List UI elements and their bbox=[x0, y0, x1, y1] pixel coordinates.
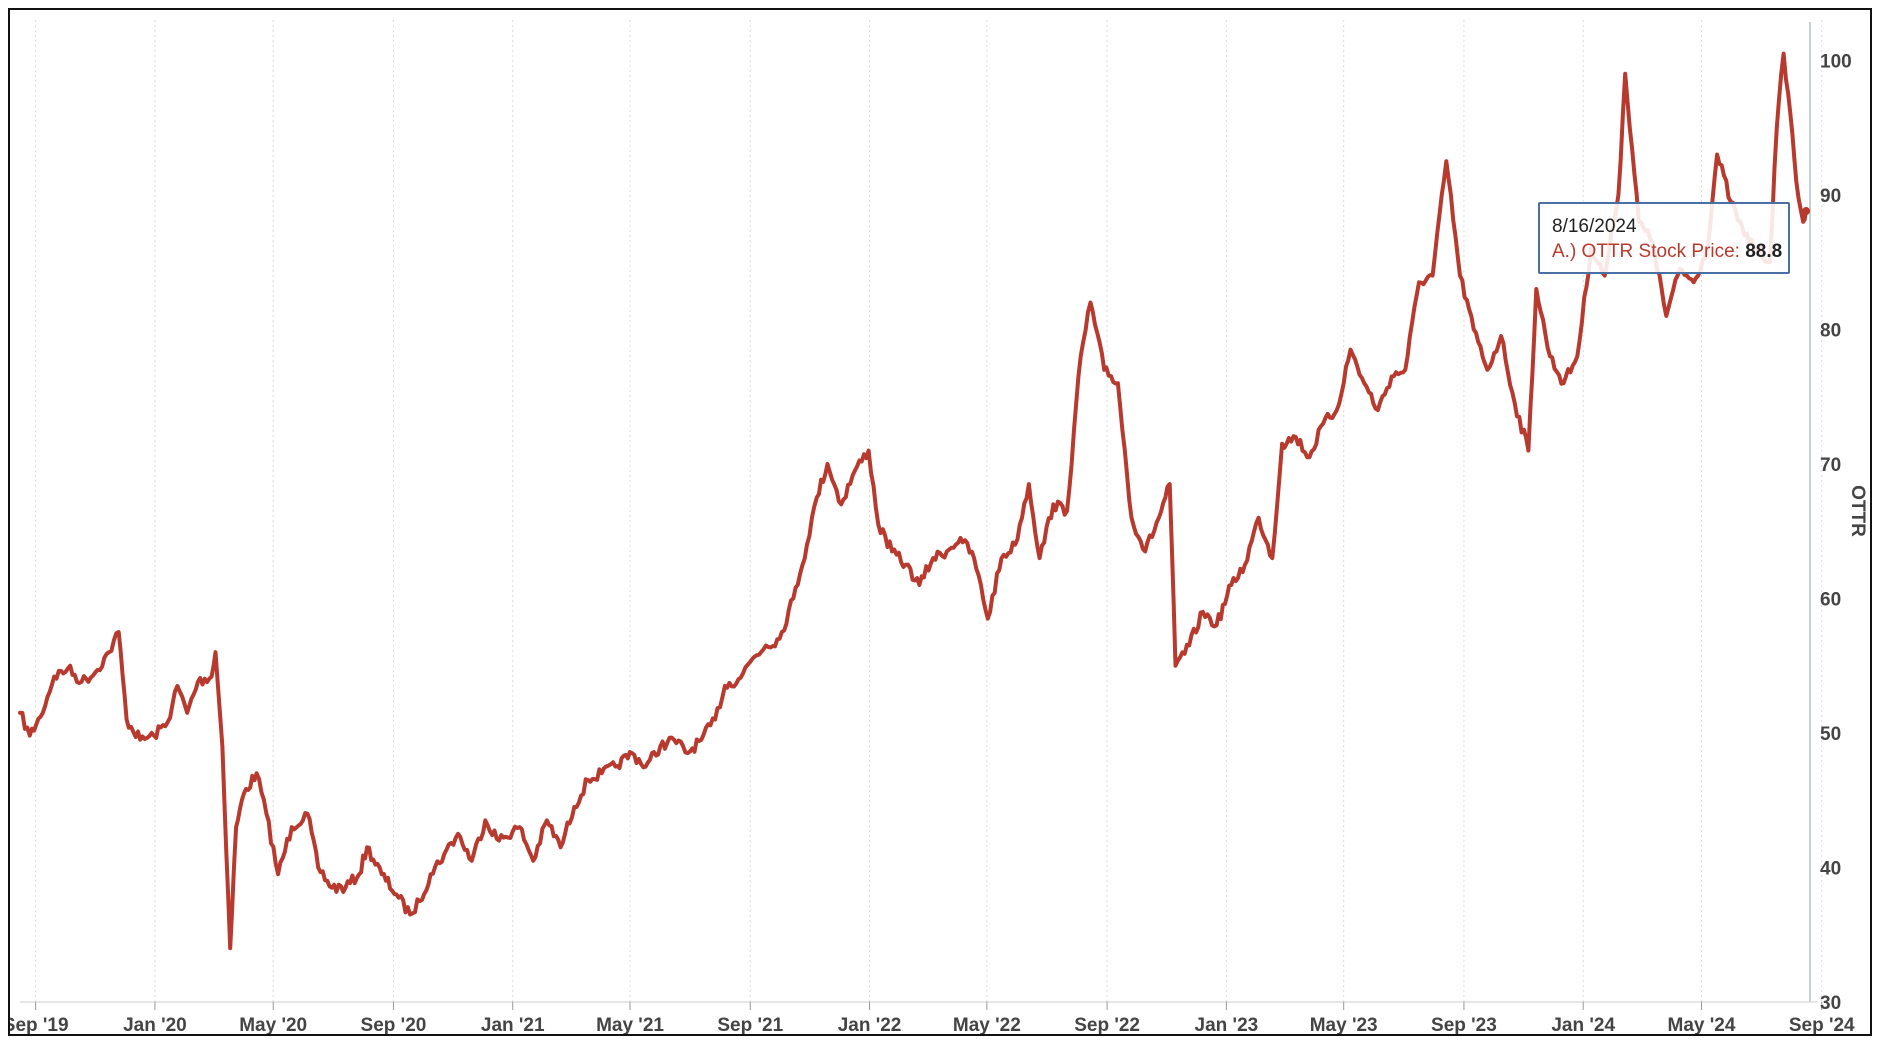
tooltip-series-label: A.) OTTR Stock Price: bbox=[1552, 241, 1740, 262]
chart-frame: Sep '19 Jan '20 May '20 Sep '20 Jan '21 May '… bbox=[8, 8, 1872, 1036]
y-tick-label: 40 bbox=[1820, 858, 1841, 879]
y-tick-label: 30 bbox=[1820, 993, 1841, 1014]
x-tick-label: Jan '21 bbox=[481, 1015, 545, 1034]
line-chart: Sep '19 Jan '20 May '20 Sep '20 Jan '21 May '… bbox=[10, 20, 1868, 1034]
tooltip-value: 88.8 bbox=[1745, 241, 1783, 262]
y-axis: 30 40 50 60 70 80 90 100 bbox=[1809, 22, 1852, 1014]
x-tick-label: Sep '21 bbox=[717, 1015, 783, 1034]
y-tick-label: 80 bbox=[1820, 320, 1841, 341]
x-tick-label: May '20 bbox=[239, 1015, 307, 1034]
tooltip-date: 8/16/2024 bbox=[1552, 216, 1637, 237]
x-tick-label: Jan '20 bbox=[123, 1015, 187, 1034]
x-tick-label: May '22 bbox=[953, 1015, 1021, 1034]
y-tick-label: 70 bbox=[1820, 455, 1841, 476]
x-tick-label: May '23 bbox=[1310, 1015, 1378, 1034]
y-tick-label: 50 bbox=[1820, 724, 1841, 745]
x-tick-label: May '21 bbox=[596, 1015, 664, 1034]
x-tick-label: Sep '24 bbox=[1789, 1015, 1855, 1034]
series-line bbox=[18, 51, 1809, 951]
x-tick-label: Jan '22 bbox=[838, 1015, 902, 1034]
x-tick-label: May '24 bbox=[1668, 1015, 1736, 1034]
x-tick-label: Sep '23 bbox=[1431, 1015, 1497, 1034]
hover-point[interactable] bbox=[1802, 207, 1811, 216]
y-tick-label: 60 bbox=[1820, 589, 1841, 610]
x-gridlines bbox=[35, 20, 1823, 1002]
x-tick-label: Sep '19 bbox=[10, 1015, 69, 1034]
x-tick-label: Sep '20 bbox=[361, 1015, 427, 1034]
x-tick-label: Jan '23 bbox=[1195, 1015, 1259, 1034]
x-axis: Sep '19 Jan '20 May '20 Sep '20 Jan '21 May '… bbox=[10, 1001, 1855, 1034]
tooltip-line: A.) OTTR Stock Price: 88.8 bbox=[1552, 239, 1782, 264]
y-tick-label: 90 bbox=[1820, 186, 1841, 207]
x-tick-label: Sep '22 bbox=[1074, 1015, 1140, 1034]
y-axis-title: OTTR bbox=[1847, 485, 1868, 537]
series-layer bbox=[18, 51, 1811, 951]
y-tick-label: 100 bbox=[1820, 51, 1852, 72]
x-tick-label: Jan '24 bbox=[1551, 1015, 1615, 1034]
tooltip: 8/16/2024 A.) OTTR Stock Price: 88.8 bbox=[1538, 202, 1790, 274]
